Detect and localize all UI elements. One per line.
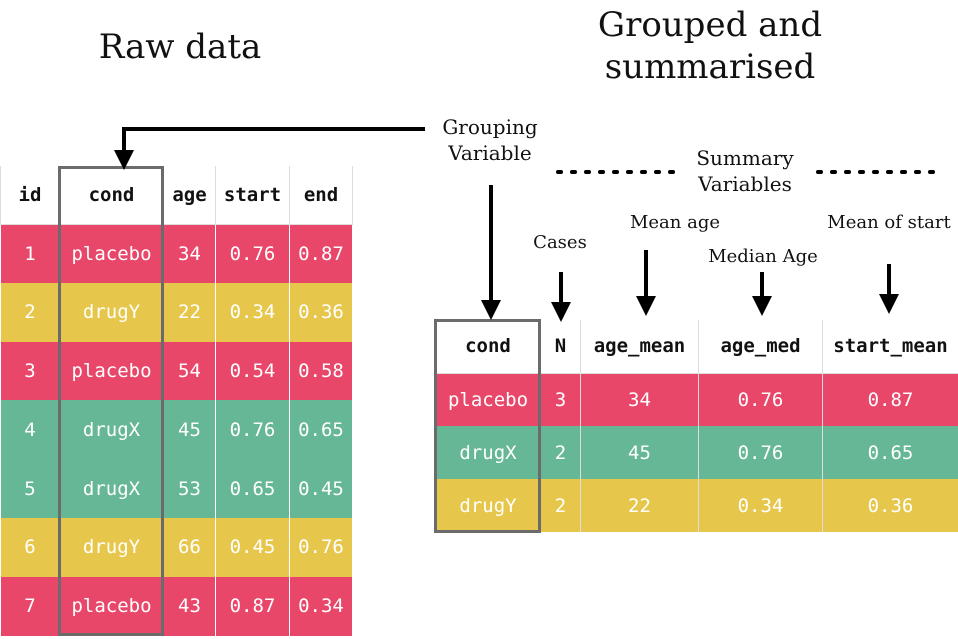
table-cell: 0.76 bbox=[215, 224, 290, 283]
table-cell: 0.87 bbox=[289, 224, 353, 283]
grouping-label-line1: Grouping bbox=[442, 115, 538, 139]
grouped-header-cell: cond bbox=[435, 320, 541, 374]
table-cell: 66 bbox=[163, 517, 216, 577]
table-cell: placebo bbox=[435, 373, 541, 426]
table-cell: 0.58 bbox=[289, 341, 353, 401]
grouping-variable-label: Grouping Variable bbox=[430, 114, 550, 166]
table-cell: 54 bbox=[163, 341, 216, 401]
table-cell: 0.36 bbox=[822, 479, 958, 532]
table-cell: 0.45 bbox=[215, 517, 290, 577]
table-cell: 0.34 bbox=[215, 282, 290, 342]
cases-label: Cases bbox=[533, 232, 587, 253]
table-cell: placebo bbox=[59, 224, 164, 283]
table-cell: 34 bbox=[580, 373, 699, 426]
grouped-header-cell: N bbox=[540, 320, 581, 374]
grouped-header-cell: start_mean bbox=[822, 320, 958, 374]
table-cell: 0.65 bbox=[822, 426, 958, 479]
grouped-summarised-title: Grouped and summarised bbox=[560, 4, 860, 88]
raw-header-cell: start bbox=[215, 166, 290, 225]
summary-label-line1: Summary bbox=[696, 146, 794, 170]
raw-header-cell: age bbox=[163, 166, 216, 225]
table-cell: placebo bbox=[59, 341, 164, 401]
table-cell: drugY bbox=[59, 282, 164, 342]
table-cell: 0.76 bbox=[698, 426, 823, 479]
grouped-title-line2: summarised bbox=[604, 47, 816, 87]
table-cell: 3 bbox=[540, 373, 581, 426]
table-cell: 0.87 bbox=[215, 576, 290, 636]
table-row: 3 placebo 54 0.54 0.58 bbox=[0, 341, 353, 401]
grouped-header-row: cond N age_mean age_med start_mean bbox=[435, 320, 958, 374]
raw-header-cell: id bbox=[0, 166, 60, 225]
raw-header-row: id cond age start end bbox=[0, 166, 353, 225]
table-cell: 0.87 bbox=[822, 373, 958, 426]
raw-header-cell: cond bbox=[59, 166, 164, 225]
table-cell: 1 bbox=[0, 224, 60, 283]
raw-header-cell: end bbox=[289, 166, 353, 225]
table-cell: 6 bbox=[0, 517, 60, 577]
table-row: placebo 3 34 0.76 0.87 bbox=[435, 373, 958, 426]
table-cell: 45 bbox=[580, 426, 699, 479]
table-cell: 0.65 bbox=[289, 400, 353, 460]
table-cell: 2 bbox=[540, 426, 581, 479]
table-cell: drugX bbox=[59, 459, 164, 518]
table-cell: 0.45 bbox=[289, 459, 353, 518]
table-cell: 4 bbox=[0, 400, 60, 460]
grouping-to-raw-arrow bbox=[114, 127, 425, 170]
table-cell: 0.34 bbox=[289, 576, 353, 636]
table-cell: 0.76 bbox=[215, 400, 290, 460]
grouped-summary-table: cond N age_mean age_med start_mean place… bbox=[435, 320, 958, 532]
table-row: drugY 2 22 0.34 0.36 bbox=[435, 479, 958, 532]
table-cell: 0.34 bbox=[698, 479, 823, 532]
grouped-header-cell: age_med bbox=[698, 320, 823, 374]
grouping-label-line2: Variable bbox=[448, 141, 532, 165]
raw-data-title: Raw data bbox=[98, 27, 262, 67]
summary-variables-label: Summary Variables bbox=[680, 145, 810, 197]
table-cell: drugX bbox=[435, 426, 541, 479]
table-cell: 3 bbox=[0, 341, 60, 401]
mean-age-label: Mean age bbox=[629, 212, 721, 233]
grouped-header-cell: age_mean bbox=[580, 320, 699, 374]
summary-label-line2: Variables bbox=[698, 172, 792, 196]
table-cell: 0.36 bbox=[289, 282, 353, 342]
table-cell: 2 bbox=[0, 282, 60, 342]
table-cell: 0.76 bbox=[289, 517, 353, 577]
grouped-title-line1: Grouped and bbox=[597, 5, 823, 45]
mean-start-label: Mean of start bbox=[827, 212, 951, 233]
table-cell: 43 bbox=[163, 576, 216, 636]
median-age-label: Median Age bbox=[708, 246, 818, 267]
table-cell: 0.65 bbox=[215, 459, 290, 518]
table-row: drugX 2 45 0.76 0.65 bbox=[435, 426, 958, 479]
table-cell: 7 bbox=[0, 576, 60, 636]
table-cell: 0.54 bbox=[215, 341, 290, 401]
table-cell: placebo bbox=[59, 576, 164, 636]
table-cell: drugY bbox=[59, 517, 164, 577]
